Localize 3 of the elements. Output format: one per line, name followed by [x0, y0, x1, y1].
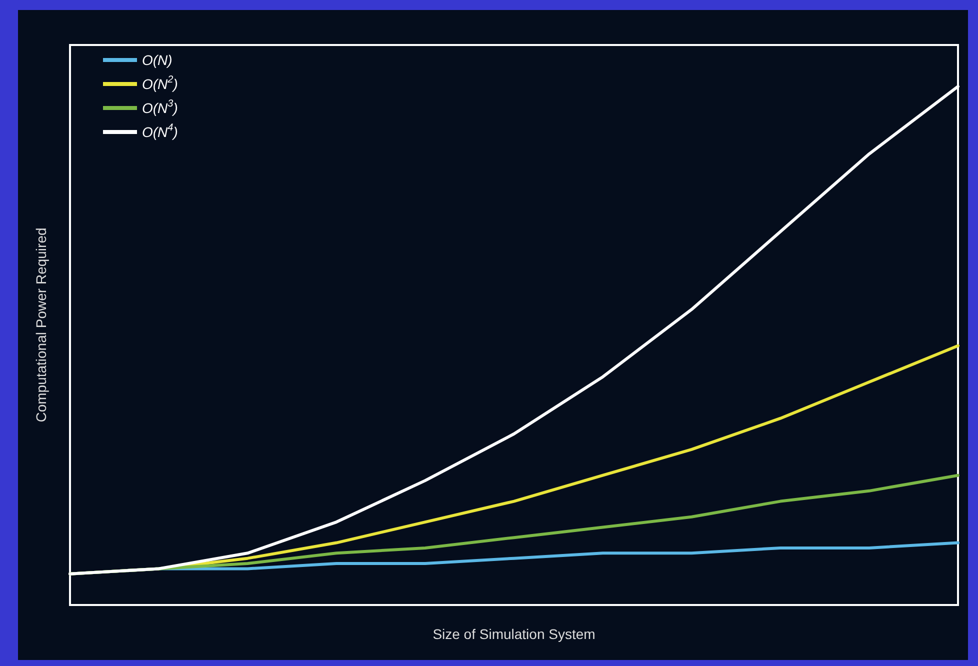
legend-label: O(N): [142, 52, 172, 68]
x-axis-title: Size of Simulation System: [432, 626, 596, 642]
y-axis-title: Computational Power Required: [33, 228, 49, 422]
